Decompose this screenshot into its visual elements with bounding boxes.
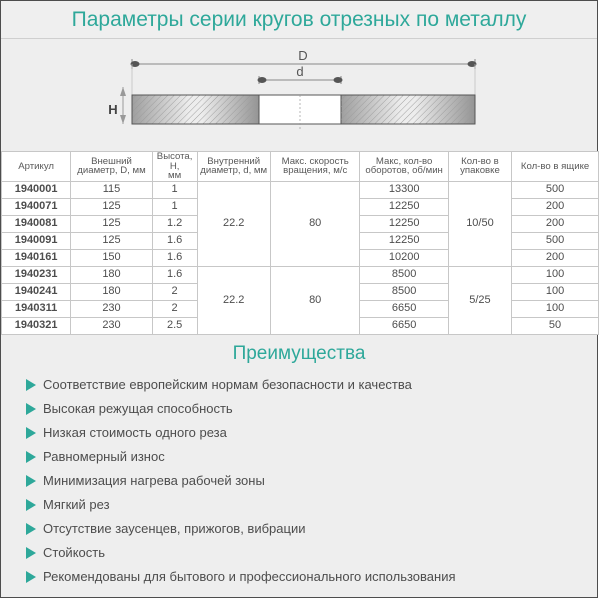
svg-text:D: D — [298, 48, 307, 63]
svg-text:d: d — [296, 64, 303, 79]
svg-text:H: H — [108, 102, 117, 117]
